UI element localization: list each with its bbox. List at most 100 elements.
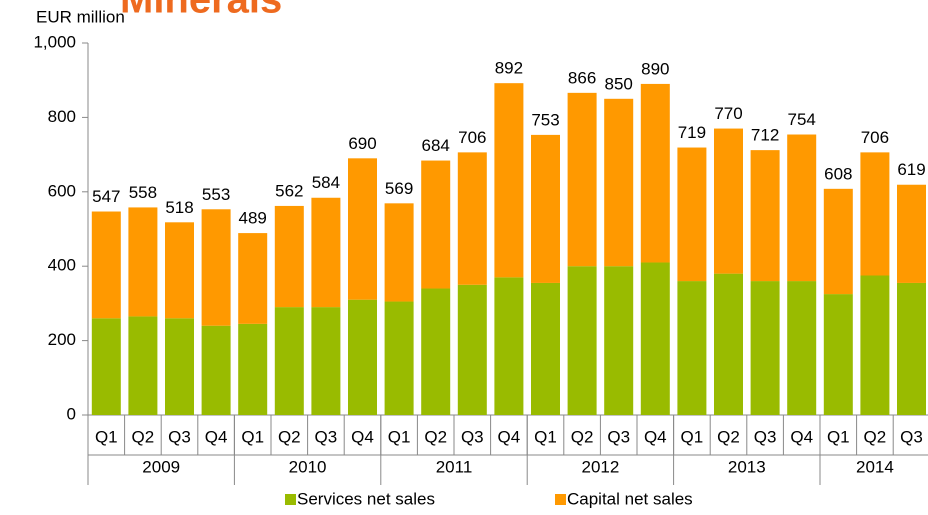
bar-segment <box>787 134 817 282</box>
x-tick-label: Q4 <box>205 427 228 446</box>
total-label: 892 <box>495 59 523 78</box>
group-label: 2013 <box>728 457 766 476</box>
x-tick-label: Q3 <box>754 427 777 446</box>
x-tick-label: Q2 <box>278 427 301 446</box>
bar-segment <box>567 92 597 267</box>
x-tick-label: Q4 <box>644 427 667 446</box>
bar-segment <box>677 147 707 282</box>
x-tick-label: Q3 <box>461 427 484 446</box>
x-tick-label: Q1 <box>388 427 411 446</box>
total-label: 866 <box>568 68 596 87</box>
bar-segment <box>897 282 926 415</box>
x-tick-label: Q1 <box>681 427 704 446</box>
bar-segment <box>91 318 121 415</box>
group-label: 2010 <box>289 457 327 476</box>
bar-segment <box>750 150 780 282</box>
bar-segment <box>348 158 377 300</box>
total-label: 562 <box>275 181 303 200</box>
total-label: 770 <box>714 104 742 123</box>
y-tick-label: 0 <box>67 404 76 423</box>
bar-segment <box>860 275 890 415</box>
x-tick-label: Q3 <box>607 427 630 446</box>
x-tick-label: Q3 <box>900 427 923 446</box>
bar-segment <box>274 205 304 308</box>
total-label: 553 <box>202 185 230 204</box>
total-label: 706 <box>458 128 486 147</box>
x-tick-label: Q1 <box>241 427 264 446</box>
x-tick-label: Q3 <box>168 427 191 446</box>
y-axis-label: EUR million <box>36 7 125 26</box>
x-tick-label: Q4 <box>790 427 813 446</box>
bar-segment <box>714 273 743 415</box>
bar-segment <box>165 222 194 319</box>
group-label: 2012 <box>581 457 619 476</box>
bar-segment <box>897 184 926 283</box>
x-tick-label: Q1 <box>534 427 557 446</box>
bar-segment <box>201 209 231 326</box>
total-label: 608 <box>824 164 852 183</box>
bar-segment <box>128 316 158 415</box>
bar-segment <box>714 128 743 274</box>
x-tick-label: Q2 <box>717 427 740 446</box>
x-tick-label: Q4 <box>351 427 374 446</box>
chart-title: Minerals <box>120 0 282 22</box>
x-tick-label: Q1 <box>827 427 850 446</box>
bar-segment <box>640 83 670 263</box>
total-label: 584 <box>312 173 340 192</box>
bar-segment <box>384 203 414 302</box>
x-tick-label: Q1 <box>95 427 118 446</box>
legend-swatch <box>285 494 296 505</box>
total-label: 719 <box>678 123 706 142</box>
x-tick-label: Q2 <box>132 427 155 446</box>
total-label: 569 <box>385 179 413 198</box>
bar-segment <box>128 207 158 317</box>
bar-segment <box>457 152 487 285</box>
y-tick-label: 1,000 <box>33 32 76 51</box>
x-tick-label: Q3 <box>315 427 338 446</box>
bar-segment <box>238 323 268 415</box>
bar-segment <box>421 288 451 415</box>
y-tick-label: 200 <box>48 330 76 349</box>
bar-segment <box>640 262 670 415</box>
bar-segment <box>531 134 560 283</box>
bar-segment <box>823 294 853 415</box>
bar-segment <box>421 160 451 289</box>
legend-swatch <box>555 494 566 505</box>
bar-segment <box>348 299 377 415</box>
total-label: 706 <box>861 128 889 147</box>
bar-segment <box>494 277 524 415</box>
bar-segment <box>531 282 560 415</box>
bar-segment <box>311 197 341 308</box>
total-label: 684 <box>422 136 450 155</box>
bar-segment <box>823 188 853 295</box>
total-label: 753 <box>531 110 559 129</box>
bar-segment <box>787 281 817 415</box>
total-label: 547 <box>92 187 120 206</box>
bar-segment <box>165 318 194 415</box>
bar-segment <box>494 83 524 278</box>
group-label: 2009 <box>142 457 180 476</box>
total-label: 690 <box>348 134 376 153</box>
bar-segment <box>677 281 707 415</box>
bar-segment <box>860 152 890 276</box>
total-label: 850 <box>605 74 633 93</box>
legend-label: Services net sales <box>297 489 435 508</box>
bar-segment <box>311 307 341 415</box>
y-tick-label: 800 <box>48 107 76 126</box>
total-label: 890 <box>641 59 669 78</box>
bar-segment <box>91 211 121 319</box>
bar-segment <box>457 284 487 415</box>
group-label: 2014 <box>856 457 894 476</box>
total-label: 558 <box>129 183 157 202</box>
bar-segment <box>384 301 414 415</box>
x-tick-label: Q4 <box>498 427 521 446</box>
group-label: 2011 <box>436 457 473 476</box>
bar-segment <box>567 266 597 415</box>
total-label: 518 <box>165 198 193 217</box>
x-tick-label: Q2 <box>864 427 887 446</box>
bar-segment <box>750 281 780 415</box>
x-tick-label: Q2 <box>571 427 594 446</box>
bar-segment <box>274 307 304 415</box>
total-label: 489 <box>239 209 267 228</box>
